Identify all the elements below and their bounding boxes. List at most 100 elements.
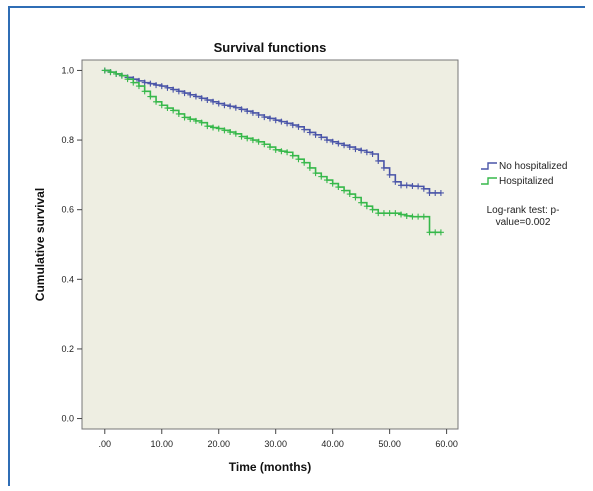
x-tick-label: 50.00	[378, 439, 401, 449]
censor-mark	[118, 72, 125, 79]
censor-mark	[284, 149, 291, 156]
censor-mark	[255, 112, 262, 119]
censor-mark	[141, 88, 148, 95]
censor-mark	[113, 70, 120, 77]
censor-mark	[420, 185, 427, 192]
y-tick-label: 0.4	[61, 274, 74, 284]
censor-mark	[227, 129, 234, 136]
y-tick-label: 0.8	[61, 135, 74, 145]
censor-mark	[261, 114, 268, 121]
censor-mark	[375, 157, 382, 164]
censor-mark	[312, 131, 319, 138]
censor-mark	[437, 229, 444, 236]
chart-title: Survival functions	[214, 40, 327, 55]
chart-frame: Survival functions Time (months) Cumulat…	[8, 6, 585, 486]
censor-mark	[358, 147, 365, 154]
censor-mark	[335, 184, 342, 191]
y-tick-label: 0.2	[61, 344, 74, 354]
censor-mark	[426, 229, 433, 236]
series-layer	[101, 67, 444, 236]
censor-mark	[380, 210, 387, 217]
censor-mark	[267, 144, 273, 151]
censor-mark	[244, 135, 251, 142]
censor-mark	[124, 76, 131, 83]
censor-mark	[437, 189, 444, 196]
censor-mark	[346, 144, 353, 151]
censor-mark	[369, 150, 376, 157]
censor-mark	[181, 114, 188, 121]
censor-mark	[147, 80, 154, 87]
censor-mark	[352, 194, 359, 201]
y-tick-label: 1.0	[61, 65, 74, 75]
censor-mark	[403, 182, 410, 189]
censor-mark	[232, 130, 239, 137]
censor-mark	[107, 69, 114, 76]
censor-mark	[135, 83, 142, 90]
censor-mark	[289, 152, 296, 159]
censor-mark	[249, 137, 256, 144]
annotation-line: value=0.002	[496, 217, 551, 228]
annotation-line: Log-rank test: p-	[487, 205, 560, 216]
censor-mark	[210, 124, 217, 131]
censor-mark	[403, 212, 410, 219]
censor-mark	[426, 189, 433, 196]
x-tick-label: 10.00	[150, 439, 173, 449]
x-axis-label: Time (months)	[229, 460, 311, 474]
censor-mark	[341, 187, 348, 194]
censor-mark	[141, 79, 148, 86]
censor-mark	[352, 146, 359, 153]
legend: No hospitalized Hospitalized	[481, 161, 567, 187]
censor-mark	[306, 129, 313, 136]
censor-mark	[335, 140, 342, 147]
censor-mark	[369, 206, 376, 213]
legend-swatch	[481, 177, 497, 185]
censor-mark	[221, 102, 228, 109]
censor-mark	[227, 103, 234, 110]
censor-mark	[346, 191, 353, 198]
censor-mark	[323, 137, 330, 144]
censor-mark	[318, 173, 325, 180]
censor-mark	[147, 93, 154, 100]
censor-mark	[392, 178, 399, 185]
censor-mark	[153, 98, 160, 105]
censor-mark	[278, 118, 285, 125]
censor-mark	[238, 133, 245, 140]
censor-mark	[358, 199, 365, 206]
legend-label: No hospitalized	[499, 161, 567, 172]
censor-mark	[164, 84, 171, 91]
censor-mark	[415, 213, 422, 220]
censor-mark	[153, 82, 160, 89]
censor-mark	[284, 120, 291, 127]
censor-mark	[278, 148, 285, 155]
censor-mark	[158, 102, 165, 109]
censor-mark	[164, 105, 171, 112]
censor-mark	[415, 183, 422, 190]
censor-mark	[221, 127, 228, 134]
x-tick-label: 40.00	[321, 439, 344, 449]
censor-mark	[363, 149, 370, 156]
censor-mark	[272, 146, 279, 153]
censor-mark	[198, 95, 205, 102]
censor-mark	[261, 141, 268, 148]
censor-mark	[181, 90, 188, 97]
censor-mark	[420, 213, 427, 220]
censor-mark	[295, 156, 302, 163]
censor-mark	[204, 97, 211, 104]
censor-mark	[175, 88, 182, 95]
censor-mark	[187, 91, 194, 98]
legend-label: Hospitalized	[499, 176, 553, 187]
censor-mark	[215, 100, 222, 107]
censor-mark	[232, 104, 239, 111]
censor-mark	[398, 211, 405, 218]
censor-mark	[301, 126, 308, 133]
censor-mark	[380, 164, 387, 171]
censor-mark	[386, 210, 393, 217]
plot-area	[81, 59, 459, 430]
censor-mark	[295, 123, 302, 130]
censor-mark	[175, 110, 182, 117]
censor-mark	[187, 116, 194, 123]
censor-mark	[101, 67, 108, 74]
y-axis-label: Cumulative survival	[33, 188, 47, 301]
censor-mark	[386, 171, 393, 178]
censor-mark	[249, 109, 256, 116]
